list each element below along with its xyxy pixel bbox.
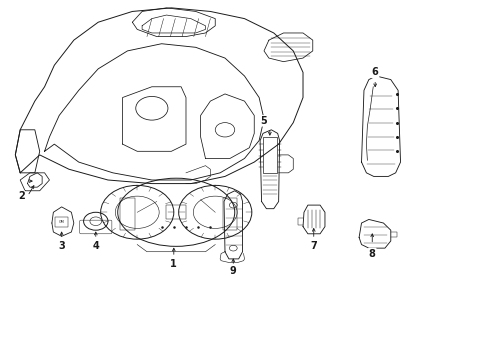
- Text: 6: 6: [371, 67, 378, 77]
- Text: 9: 9: [229, 266, 236, 276]
- Text: 1: 1: [170, 259, 177, 269]
- Text: 7: 7: [310, 241, 316, 251]
- Text: GM: GM: [59, 220, 64, 224]
- Bar: [55, 217, 68, 226]
- Text: 2: 2: [18, 191, 24, 201]
- Text: 5: 5: [260, 116, 267, 126]
- Bar: [166, 205, 185, 220]
- Bar: [222, 198, 237, 230]
- Text: 4: 4: [92, 241, 99, 251]
- Bar: [120, 198, 135, 230]
- Text: 8: 8: [368, 248, 375, 258]
- Bar: [263, 137, 276, 173]
- Text: 3: 3: [58, 241, 65, 251]
